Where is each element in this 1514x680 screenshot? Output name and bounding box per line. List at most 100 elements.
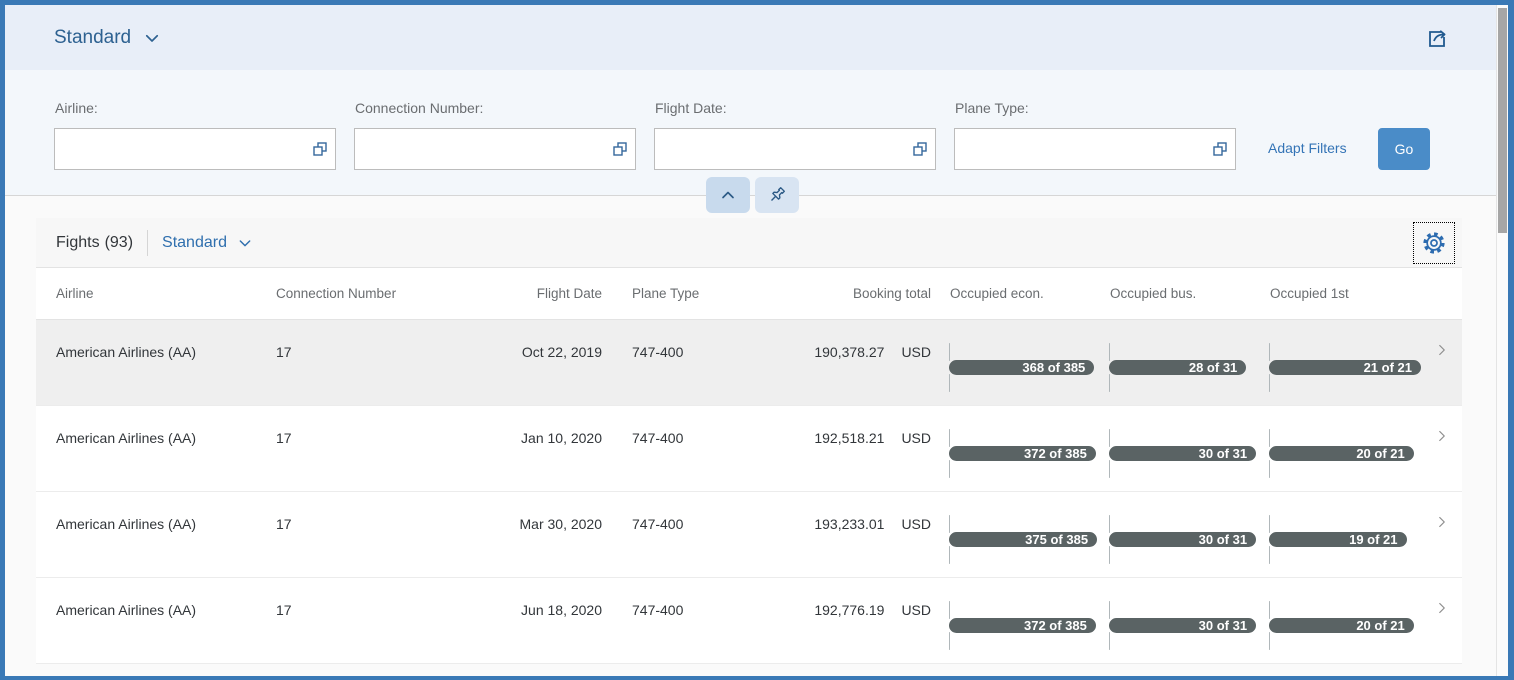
cell-occupied-econ: 372 of 385 <box>941 601 1101 650</box>
vertical-scrollbar[interactable] <box>1496 5 1508 676</box>
value-help-icon[interactable] <box>1205 129 1235 169</box>
row-navigation[interactable] <box>1421 599 1462 617</box>
occupied-econ-progress: 372 of 385 <box>949 601 1101 650</box>
gear-icon <box>1421 230 1447 256</box>
cell-occupied-bus: 30 of 31 <box>1101 601 1261 650</box>
chevron-right-icon <box>1433 599 1451 617</box>
column-header-airline[interactable]: Airline <box>56 286 94 301</box>
table-variant-title: Standard <box>162 233 227 251</box>
occupied-econ-progress: 368 of 385 <box>949 343 1101 392</box>
chevron-down-icon <box>143 29 161 47</box>
table-row[interactable]: American Airlines (AA) 17 Jan 10, 2020 7… <box>36 406 1462 492</box>
chevron-right-icon <box>1433 513 1451 531</box>
booking-total-amount: 193,233.01 <box>814 515 885 532</box>
occupied-bus-label: 28 of 31 <box>1188 360 1238 375</box>
occupied-bus-progress: 28 of 31 <box>1109 343 1261 392</box>
go-button[interactable]: Go <box>1378 128 1430 170</box>
cell-flight-date: Mar 30, 2020 <box>519 515 603 532</box>
table-body: American Airlines (AA) 17 Oct 22, 2019 7… <box>36 320 1462 664</box>
column-header-flight-date[interactable]: Flight Date <box>536 286 602 301</box>
adapt-filters-link[interactable]: Adapt Filters <box>1268 140 1347 156</box>
cell-airline: American Airlines (AA) <box>56 343 197 360</box>
occupied-bus-label: 30 of 31 <box>1198 618 1248 633</box>
page-header: Standard <box>5 5 1496 70</box>
booking-total-currency: USD <box>901 515 931 532</box>
table-row[interactable]: American Airlines (AA) 17 Mar 30, 2020 7… <box>36 492 1462 578</box>
booking-total-currency: USD <box>901 601 931 618</box>
value-help-icon[interactable] <box>605 129 635 169</box>
row-navigation[interactable] <box>1421 427 1462 445</box>
filter-label-plane-type: Plane Type: <box>955 100 1029 116</box>
cell-occupied-econ: 372 of 385 <box>941 429 1101 478</box>
column-header-plane-type[interactable]: Plane Type <box>632 286 700 301</box>
airline-filter-input[interactable] <box>55 129 305 169</box>
cell-occupied-bus: 30 of 31 <box>1101 429 1261 478</box>
occupied-1st-label: 20 of 21 <box>1356 446 1405 461</box>
cell-booking-total: 190,378.27 USD <box>790 344 941 360</box>
filter-bar: Airline: Connection Number: <box>5 70 1496 213</box>
value-help-icon[interactable] <box>905 129 935 169</box>
connection-number-filter-input[interactable] <box>355 129 605 169</box>
table-variant-selector[interactable]: Standard <box>162 234 253 252</box>
column-header-occupied-bus[interactable]: Occupied bus. <box>1110 286 1197 301</box>
cell-occupied-bus: 30 of 31 <box>1101 515 1261 564</box>
booking-total-currency: USD <box>901 429 931 446</box>
share-icon <box>1423 24 1451 52</box>
app-frame: Standard Airline: <box>5 5 1496 676</box>
page-variant-selector[interactable]: Standard <box>54 27 161 49</box>
plane-type-filter-input[interactable] <box>955 129 1205 169</box>
cell-occupied-1st: 20 of 21 <box>1261 601 1421 650</box>
occupied-econ-label: 372 of 385 <box>1023 618 1087 633</box>
cell-connection-number: 17 <box>276 515 292 532</box>
value-help-icon[interactable] <box>305 129 335 169</box>
cell-occupied-1st: 20 of 21 <box>1261 429 1421 478</box>
cell-booking-total: 193,233.01 USD <box>790 516 941 532</box>
table-settings-button[interactable] <box>1413 222 1455 264</box>
occupied-1st-label: 19 of 21 <box>1349 532 1398 547</box>
cell-booking-total: 192,518.21 USD <box>790 430 941 446</box>
cell-airline: American Airlines (AA) <box>56 515 197 532</box>
scrollbar-thumb[interactable] <box>1498 8 1507 233</box>
table-row[interactable]: American Airlines (AA) 17 Oct 22, 2019 7… <box>36 320 1462 406</box>
occupied-1st-progress: 19 of 21 <box>1269 515 1421 564</box>
occupied-1st-label: 21 of 21 <box>1363 360 1412 375</box>
collapse-filter-bar-button[interactable] <box>706 177 750 213</box>
filter-label-airline: Airline: <box>55 100 98 116</box>
column-header-connection-number[interactable]: Connection Number <box>276 286 397 301</box>
table-row[interactable]: American Airlines (AA) 17 Jun 18, 2020 7… <box>36 578 1462 664</box>
occupied-bus-label: 30 of 31 <box>1198 446 1248 461</box>
occupied-1st-progress: 20 of 21 <box>1269 429 1421 478</box>
table-title-text: Fights <box>56 233 100 251</box>
toolbar-divider <box>147 229 149 256</box>
occupied-bus-progress: 30 of 31 <box>1109 601 1261 650</box>
cell-connection-number: 17 <box>276 601 292 618</box>
cell-occupied-1st: 19 of 21 <box>1261 515 1421 564</box>
column-header-occupied-1st[interactable]: Occupied 1st <box>1270 286 1349 301</box>
occupied-bus-progress: 30 of 31 <box>1109 429 1261 478</box>
cell-connection-number: 17 <box>276 429 292 446</box>
occupied-econ-progress: 375 of 385 <box>949 515 1101 564</box>
occupied-1st-progress: 20 of 21 <box>1269 601 1421 650</box>
cell-plane-type: 747-400 <box>632 515 684 532</box>
share-button[interactable] <box>1422 23 1452 53</box>
row-navigation[interactable] <box>1421 341 1462 359</box>
table-title: Fights (93) <box>56 234 133 252</box>
cell-occupied-econ: 375 of 385 <box>941 515 1101 564</box>
chevron-right-icon <box>1433 427 1451 445</box>
cell-plane-type: 747-400 <box>632 343 684 360</box>
cell-airline: American Airlines (AA) <box>56 429 197 446</box>
occupied-1st-progress: 21 of 21 <box>1269 343 1421 392</box>
cell-flight-date: Jan 10, 2020 <box>521 429 602 446</box>
page-variant-title: Standard <box>54 26 132 48</box>
column-header-occupied-econ[interactable]: Occupied econ. <box>950 286 1044 301</box>
column-header-booking-total[interactable]: Booking total <box>852 286 931 301</box>
filter-label-flight-date: Flight Date: <box>655 100 727 116</box>
occupied-econ-label: 375 of 385 <box>1025 532 1089 547</box>
row-navigation[interactable] <box>1421 513 1462 531</box>
pin-filter-bar-button[interactable] <box>755 177 799 213</box>
cell-booking-total: 192,776.19 USD <box>790 602 941 618</box>
flight-date-filter-input[interactable] <box>655 129 905 169</box>
table-toolbar: Fights (93) Standard <box>36 218 1462 268</box>
chevron-down-icon <box>237 235 253 251</box>
